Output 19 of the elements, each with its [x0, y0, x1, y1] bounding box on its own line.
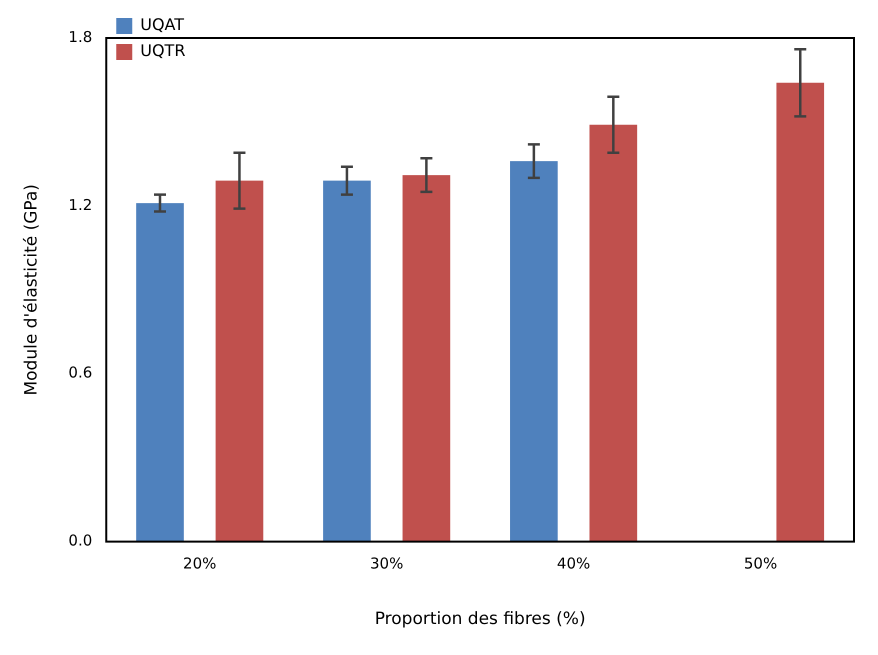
bar: [510, 161, 558, 542]
x-tick-label: 20%: [183, 554, 216, 572]
bar: [216, 180, 264, 542]
bar: [776, 82, 824, 542]
bar: [589, 124, 638, 542]
y-tick-label: 1.2: [68, 196, 92, 214]
y-tick-label: 0.0: [68, 531, 92, 550]
bar: [402, 175, 450, 542]
x-tick-label: 30%: [370, 554, 404, 572]
y-tick-label: 0.6: [68, 364, 92, 382]
x-axis-title: Proportion des fibres (%): [374, 609, 586, 630]
x-tick-label: 50%: [744, 554, 778, 572]
legend-label: UQAT: [140, 15, 184, 34]
y-tick-label: 1.8: [68, 28, 92, 46]
legend-label: UQTR: [140, 41, 186, 60]
x-tick-label: 40%: [556, 554, 590, 572]
bar: [136, 203, 184, 542]
y-axis-title: Module d'élasticité (GPa): [22, 184, 42, 396]
bar: [323, 180, 371, 542]
